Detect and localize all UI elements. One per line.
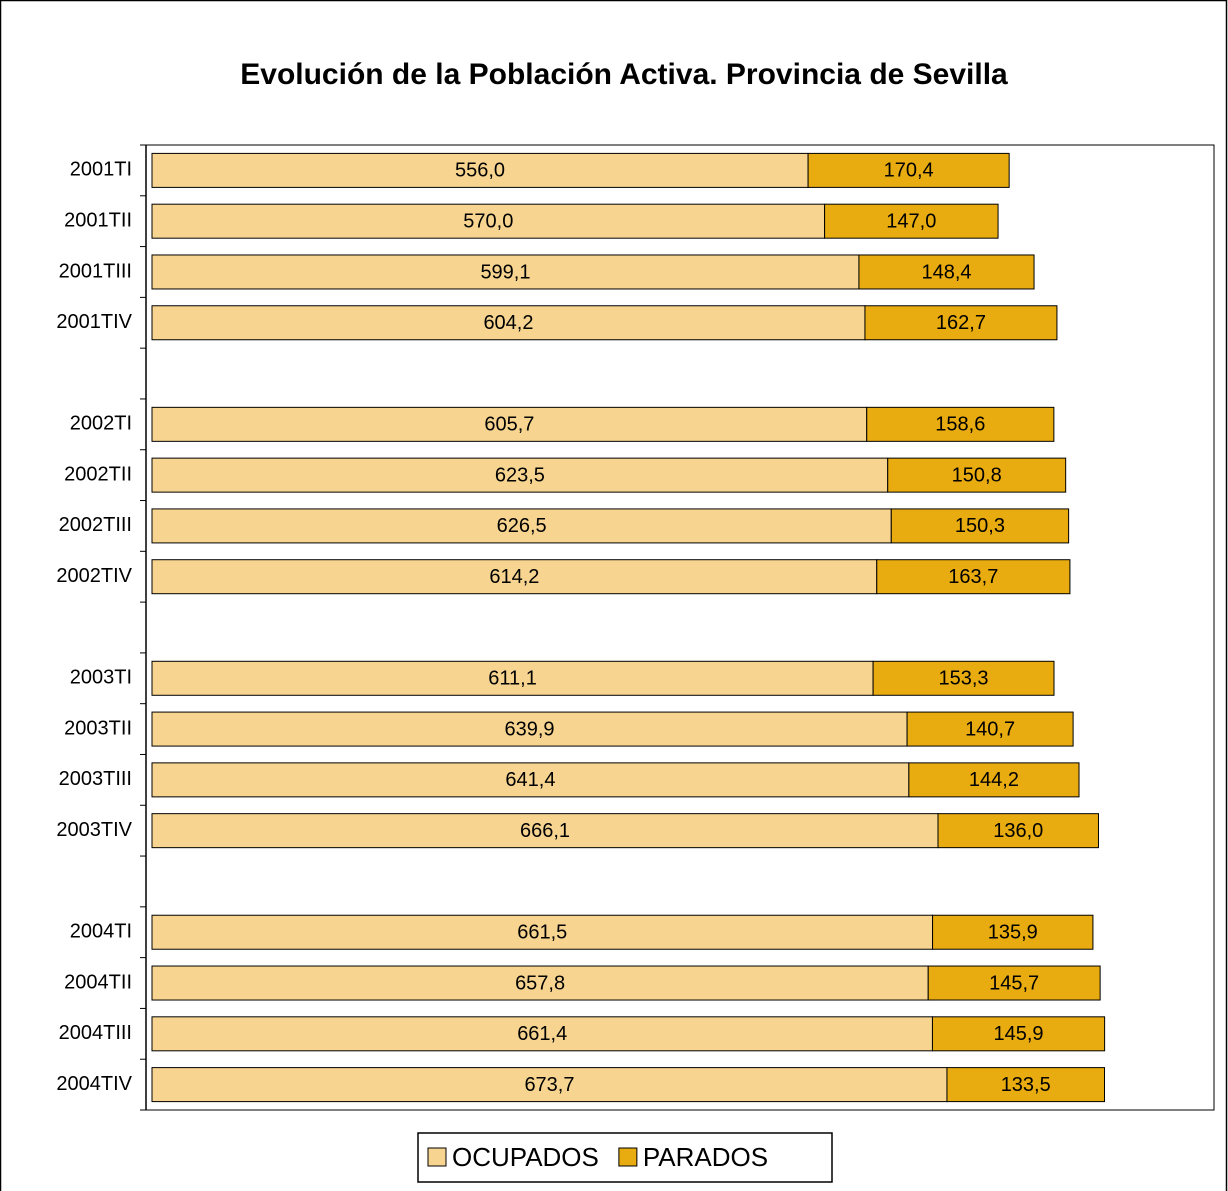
data-label: 162,7 [936,312,986,334]
bar-segment [908,762,1080,798]
data-label: 150,8 [952,464,1002,486]
bar-segment [151,406,868,442]
data-label: 639,9 [505,718,555,740]
bar-segment [906,711,1074,747]
data-label: 661,5 [517,922,567,944]
y-tick-label: 2002TIII [59,514,132,536]
bar-segment [151,508,892,544]
data-label: 605,7 [484,414,534,436]
data-label: 148,4 [921,261,971,283]
data-label: 556,0 [455,160,505,182]
y-tick-label: 2004TIV [56,1073,132,1095]
y-tick-label: 2004TI [70,921,132,943]
data-label: 145,9 [994,1023,1044,1045]
bar-segment [890,508,1070,544]
data-label: 604,2 [483,312,533,334]
data-label: 673,7 [524,1074,574,1096]
data-label: 641,4 [505,769,555,791]
data-label: 144,2 [969,769,1019,791]
data-label: 135,9 [988,922,1038,944]
bar-segment [151,965,929,1001]
bar-segment [866,406,1055,442]
data-label: 623,5 [495,464,545,486]
bar-segment [151,1067,948,1103]
data-label: 158,6 [935,414,985,436]
bar-segment [876,559,1071,595]
legend-label: PARADOS [643,1142,768,1172]
plot-area [145,144,1215,1111]
data-label: 150,3 [955,515,1005,537]
bar-segment [931,1016,1106,1052]
y-tick-label: 2003TI [70,667,132,689]
data-label: 661,4 [517,1023,567,1045]
data-label: 136,0 [993,820,1043,842]
data-label: 145,7 [989,972,1039,994]
data-label: 147,0 [886,210,936,232]
y-tick-label: 2001TIII [59,260,132,282]
bar-segment [946,1067,1105,1103]
data-label: 140,7 [965,718,1015,740]
chart-title: Evolución de la Población Activa. Provin… [240,58,1008,91]
bar-segment [807,152,1010,188]
bar-segment [151,660,874,696]
data-label: 666,1 [520,820,570,842]
y-tick-label: 2004TIII [59,1022,132,1044]
y-tick-label: 2001TII [64,209,132,231]
y-tick-label: 2001TI [70,159,132,181]
bar-segment [151,457,889,493]
data-label: 657,8 [515,972,565,994]
data-label: 170,4 [884,160,934,182]
bar-segment [887,457,1067,493]
data-label: 614,2 [489,566,539,588]
bar-segment [937,813,1099,849]
legend-label: OCUPADOS [452,1142,599,1172]
bar-segment [927,965,1101,1001]
bar-segment [151,305,866,341]
data-label: 570,0 [463,210,513,232]
data-label: 626,5 [497,515,547,537]
y-tick-label: 2003TII [64,717,132,739]
legend-swatch [427,1147,447,1167]
bar-segment [864,305,1058,341]
y-tick-label: 2004TII [64,971,132,993]
data-label: 153,3 [939,668,989,690]
y-tick-label: 2001TIV [56,311,132,333]
y-tick-label: 2002TIV [56,565,132,587]
data-label: 133,5 [1001,1074,1051,1096]
bar-segment [824,203,999,239]
bar-segment [872,660,1055,696]
bar-segment [151,152,809,188]
bar-segment [151,254,860,290]
bar-segment [858,254,1035,290]
bar-segment [151,1016,933,1052]
y-tick-label: 2002TII [64,463,132,485]
data-label: 163,7 [948,566,998,588]
bar-segment [932,914,1094,950]
y-tick-label: 2003TIII [59,768,132,790]
bar-segment [151,914,934,950]
y-tick-label: 2003TIV [56,819,132,841]
bar-segment [151,203,826,239]
data-label: 599,1 [480,261,530,283]
legend-swatch [618,1147,638,1167]
y-tick-label: 2002TI [70,413,132,435]
data-label: 611,1 [488,668,537,690]
bar-segment [151,813,939,849]
